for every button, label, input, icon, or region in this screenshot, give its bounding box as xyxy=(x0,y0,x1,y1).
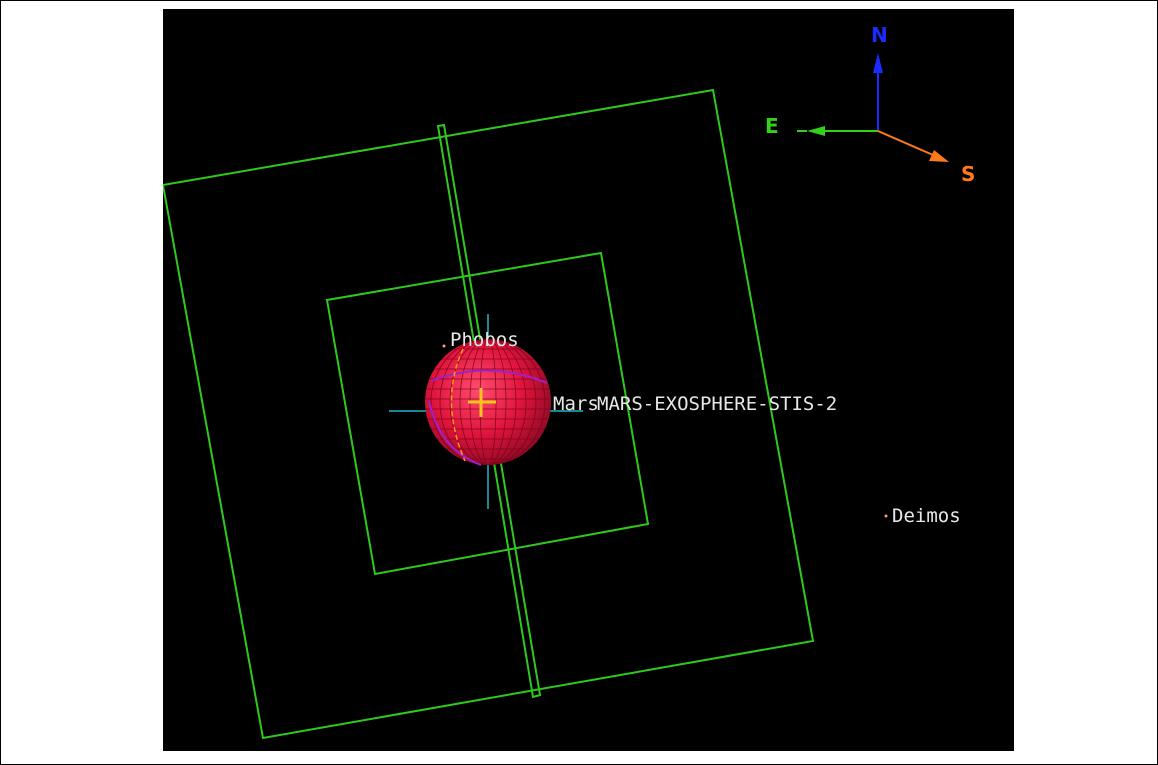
outer-fov-frame xyxy=(163,88,815,740)
compass-east-arrow xyxy=(807,126,825,136)
target-marker[interactable] xyxy=(468,388,496,417)
inner-fov-frame xyxy=(325,251,650,576)
compass-east-label: E xyxy=(765,114,779,138)
slit-aperture xyxy=(436,123,542,699)
phobos-label: Phobos xyxy=(450,329,519,351)
phobos-marker[interactable] xyxy=(442,344,446,348)
sky-canvas[interactable]: Phobos Mars MARS-EXOSPHERE-STIS-2 Deimos… xyxy=(163,9,1014,751)
deimos-marker[interactable] xyxy=(884,514,888,518)
compass-south-arrow xyxy=(929,150,949,162)
sky-viewport[interactable]: Phobos Mars MARS-EXOSPHERE-STIS-2 Deimos… xyxy=(163,9,1014,751)
compass-south-line xyxy=(877,130,934,156)
compass-rose: N E S xyxy=(765,23,975,186)
compass-north-label: N xyxy=(871,23,888,47)
compass-north-arrow xyxy=(873,53,883,73)
compass-south-label: S xyxy=(961,162,975,186)
target-label: MARS-EXOSPHERE-STIS-2 xyxy=(597,393,837,415)
deimos-label: Deimos xyxy=(892,505,961,527)
mars-label: Mars xyxy=(553,393,599,415)
